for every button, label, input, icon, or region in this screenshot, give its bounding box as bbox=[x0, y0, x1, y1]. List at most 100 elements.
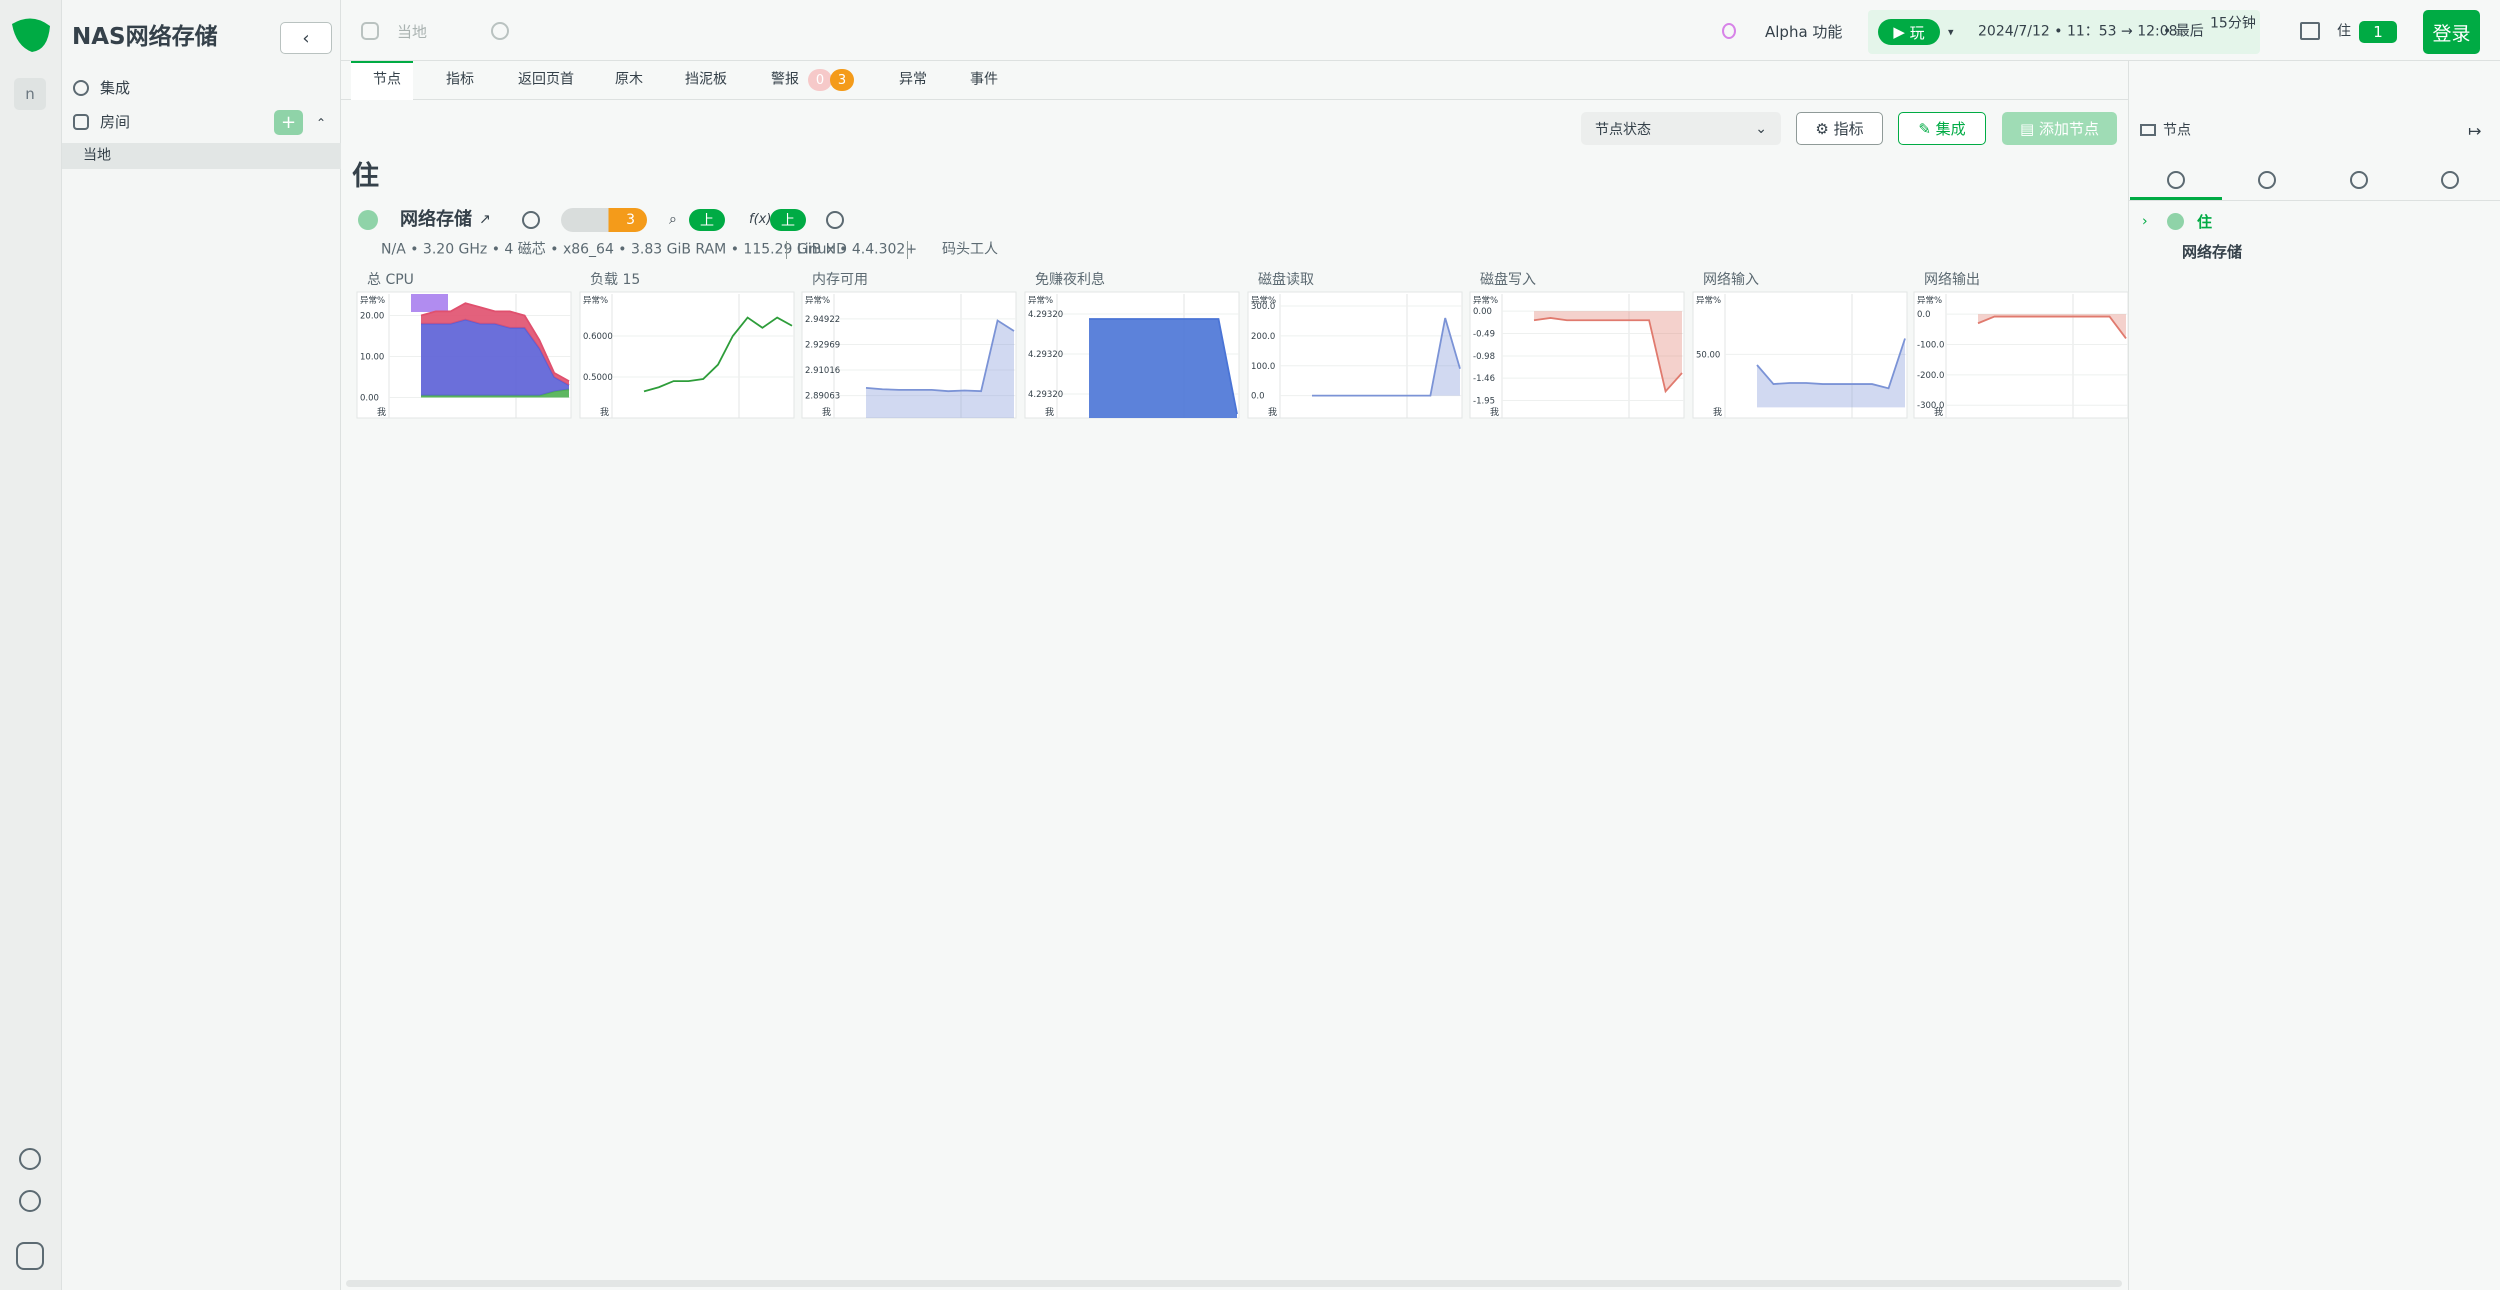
y-tick-label: -100.0 bbox=[1917, 341, 1944, 351]
node-room: 住 bbox=[2337, 23, 2351, 40]
help-icon[interactable] bbox=[19, 1148, 41, 1170]
sidebar-item[interactable]: 集成 bbox=[100, 79, 131, 97]
alert-badge: 0 bbox=[808, 69, 832, 91]
collapse-caret[interactable]: ⌃ bbox=[316, 115, 327, 130]
integrate-button[interactable]: ✎ 集成 bbox=[1898, 112, 1986, 145]
room-row[interactable] bbox=[62, 143, 341, 169]
room-name[interactable]: 当地 bbox=[83, 147, 111, 164]
add-room-button[interactable]: + bbox=[274, 110, 303, 135]
y-tick-label: -0.98 bbox=[1473, 352, 1495, 362]
y-tick-label: 0.0 bbox=[1917, 310, 1931, 320]
time-last: • 最后 bbox=[2163, 23, 2204, 40]
login-text: 登录 bbox=[2432, 22, 2471, 45]
series-line bbox=[421, 388, 570, 397]
y-axis-label: 异常% bbox=[1696, 295, 1721, 306]
sidebar-item[interactable]: 房间 bbox=[100, 113, 131, 131]
y-axis-label: 异常% bbox=[1251, 295, 1276, 306]
y-tick-label: 2.94922 bbox=[805, 315, 840, 325]
y-axis-label: 异常% bbox=[360, 295, 385, 306]
room-icon bbox=[73, 114, 89, 130]
settings-icon[interactable] bbox=[19, 1190, 41, 1212]
add-node-button[interactable]: ▤ 添加节点 bbox=[2002, 112, 2117, 145]
status-text: 上 bbox=[700, 213, 714, 229]
fx-icon: f(x) bbox=[749, 212, 772, 228]
y-tick-label: 0.6000 bbox=[583, 332, 613, 342]
tab[interactable]: 返回页首 bbox=[518, 71, 574, 88]
tab[interactable]: 挡泥板 bbox=[685, 71, 727, 88]
y-tick-label: -300.0 bbox=[1917, 401, 1944, 411]
space-selector[interactable]: 当地 bbox=[397, 23, 428, 41]
tree-group[interactable]: 住 bbox=[2197, 213, 2213, 231]
area bbox=[421, 303, 569, 386]
node-icon bbox=[358, 210, 378, 230]
y-axis-label: 异常% bbox=[1917, 295, 1942, 306]
y-tick-label: 20.00 bbox=[360, 312, 384, 322]
node-name[interactable]: 网络存储 bbox=[400, 209, 472, 231]
y-tick-label: -1.46 bbox=[1473, 374, 1495, 384]
space-button[interactable]: n bbox=[14, 78, 46, 110]
panel-divider bbox=[2128, 200, 2500, 201]
area bbox=[866, 320, 1014, 418]
y-tick-label: -0.49 bbox=[1473, 330, 1495, 340]
panel-icon bbox=[2140, 124, 2156, 136]
anomaly-strip bbox=[411, 294, 448, 312]
chart-title: 免赚夜利息 bbox=[1035, 271, 1105, 288]
separator bbox=[907, 241, 908, 259]
node-settings[interactable] bbox=[826, 211, 844, 229]
tree-chevron[interactable]: › bbox=[2142, 213, 2148, 230]
scrollbar[interactable] bbox=[346, 1280, 2122, 1287]
tab[interactable]: 事件 bbox=[970, 71, 998, 88]
external-link[interactable]: ↗ bbox=[479, 211, 491, 228]
login-button[interactable]: 登录 bbox=[2423, 10, 2480, 54]
chart-title: 总 CPU bbox=[367, 272, 414, 288]
tab[interactable]: 指标 bbox=[446, 71, 474, 88]
node-count: 1 bbox=[2359, 21, 2397, 43]
alpha-toggle[interactable]: Alpha 功能 bbox=[1765, 23, 1843, 41]
tab-active bbox=[351, 61, 413, 100]
user-icon[interactable] bbox=[16, 1242, 44, 1270]
y-tick-label: 50.00 bbox=[1696, 350, 1720, 360]
metrics-button[interactable]: ⚙ 指标 bbox=[1796, 112, 1883, 145]
alert-pill[interactable]: 3 bbox=[561, 208, 647, 232]
status-select[interactable]: 节点状态 ⌄ bbox=[1581, 112, 1781, 145]
space-settings[interactable] bbox=[491, 22, 509, 40]
tab[interactable]: 节点 bbox=[373, 71, 401, 88]
panel-tab[interactable] bbox=[2350, 171, 2368, 189]
panel-tab[interactable] bbox=[2258, 171, 2276, 189]
y-tick-label: 2.91016 bbox=[805, 366, 840, 376]
collapse-button[interactable]: ‹ bbox=[280, 22, 332, 54]
chart-box bbox=[1469, 291, 1685, 419]
room-title: 住 bbox=[352, 160, 379, 192]
node-specs: N/A • 3.20 GHz • 4 磁芯 • x86_64 • 3.83 Gi… bbox=[381, 241, 847, 258]
info-icon[interactable] bbox=[522, 211, 540, 229]
tab[interactable]: 警报 bbox=[771, 71, 799, 88]
x-axis-label: 我 bbox=[600, 407, 609, 418]
status-badge: 上 bbox=[770, 209, 806, 231]
panel-tab[interactable] bbox=[2167, 171, 2185, 189]
area bbox=[1089, 319, 1237, 418]
series-line bbox=[1533, 317, 1683, 394]
y-tick-label: 2.89063 bbox=[805, 392, 840, 402]
y-tick-label: 0.0 bbox=[1251, 392, 1265, 402]
chart-title: 磁盘读取 bbox=[1258, 271, 1314, 288]
play-button[interactable]: ▶ 玩 bbox=[1878, 19, 1940, 45]
right-panel bbox=[2128, 61, 2500, 1290]
panel-tab[interactable] bbox=[2441, 171, 2459, 189]
tab[interactable]: 异常 bbox=[899, 71, 927, 88]
y-tick-label: 2.92969 bbox=[805, 340, 840, 350]
sidebar-title: NAS网络存储 bbox=[72, 24, 218, 51]
tree-node[interactable]: 网络存储 bbox=[2182, 243, 2243, 261]
time-range[interactable]: 2024/7/12 • 11：53 → 12:08 bbox=[1978, 23, 2178, 40]
y-tick-label: 0.00 bbox=[1473, 307, 1492, 317]
area bbox=[1978, 314, 2126, 339]
series-line bbox=[420, 302, 570, 382]
area bbox=[1312, 317, 1460, 396]
x-axis-label: 我 bbox=[377, 407, 386, 418]
panel-close[interactable]: ↦ bbox=[2468, 121, 2482, 141]
series-line bbox=[1312, 317, 1461, 397]
panel-title: 节点 bbox=[2163, 122, 2191, 139]
tab[interactable]: 原木 bbox=[615, 71, 643, 88]
play-menu[interactable]: ▾ bbox=[1948, 25, 1954, 39]
separator bbox=[786, 241, 787, 259]
